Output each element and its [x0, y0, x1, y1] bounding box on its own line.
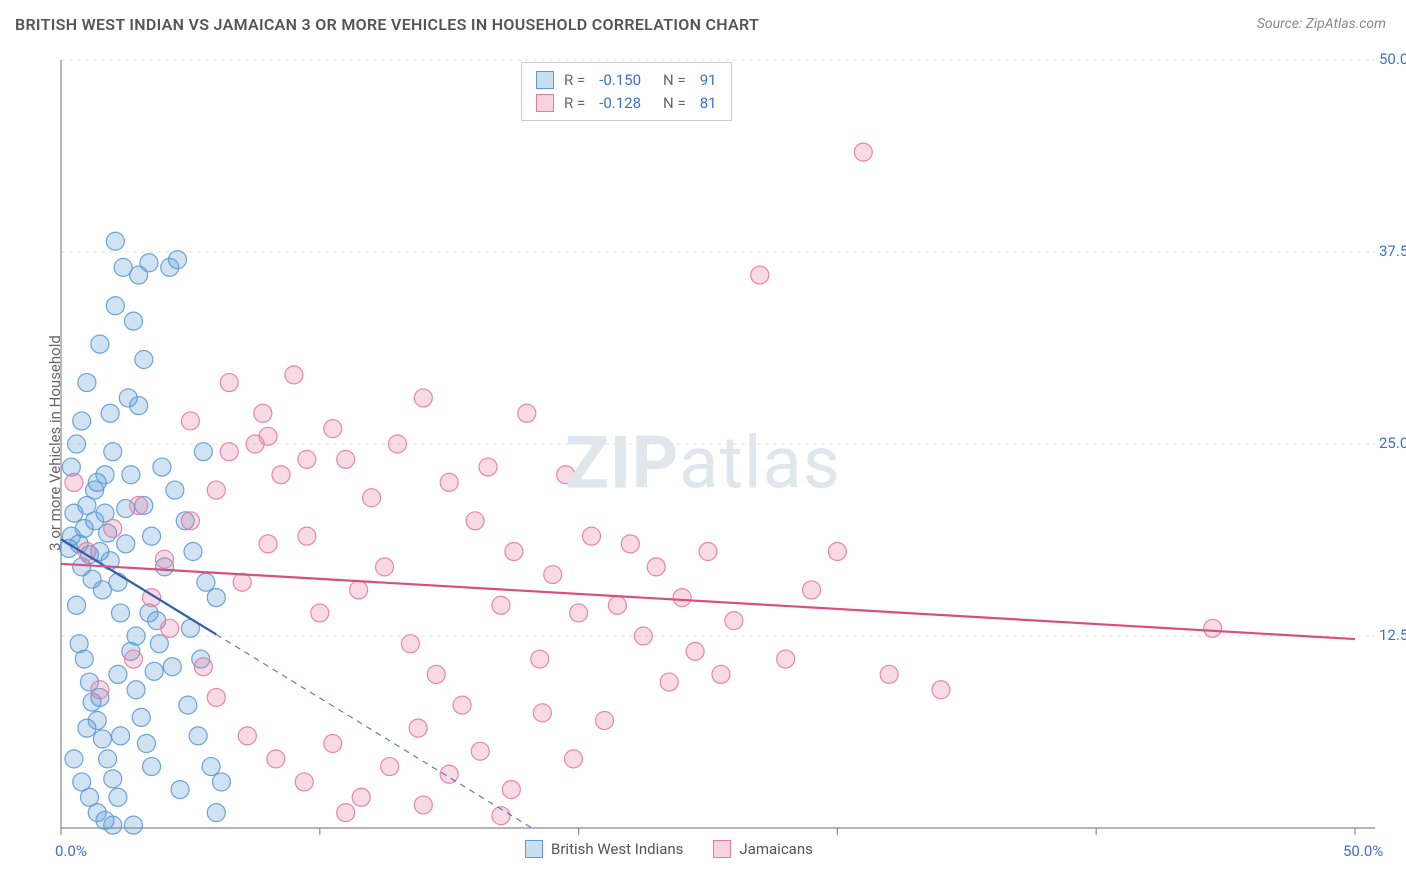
series-swatch: [536, 94, 554, 112]
y-tick-label: 25.0%: [1379, 434, 1406, 452]
chart-title: BRITISH WEST INDIAN VS JAMAICAN 3 OR MOR…: [15, 15, 759, 34]
series-swatch: [713, 840, 731, 858]
legend-item: British West Indians: [525, 840, 683, 858]
source-attribution: Source: ZipAtlas.com: [1257, 16, 1386, 32]
source-prefix: Source:: [1257, 16, 1306, 32]
n-label: N =: [663, 69, 686, 92]
r-label: R =: [564, 69, 585, 92]
series-swatch: [536, 71, 554, 89]
y-tick-label: 50.0%: [1379, 50, 1406, 68]
correlation-stats-box: R = -0.150 N = 91 R = -0.128 N = 81: [521, 62, 732, 121]
r-label: R =: [564, 92, 585, 115]
y-tick-label: 12.5%: [1379, 626, 1406, 644]
n-value: 91: [700, 69, 717, 92]
legend: British West Indians Jamaicans: [525, 840, 813, 858]
series-swatch: [525, 840, 543, 858]
y-axis-label: 3 or more Vehicles in Household: [46, 313, 64, 573]
x-tick-label: 0.0%: [55, 842, 87, 860]
y-tick-label: 37.5%: [1379, 242, 1406, 260]
stats-row: R = -0.128 N = 81: [536, 92, 717, 115]
legend-label: British West Indians: [551, 840, 683, 858]
source-name: ZipAtlas.com: [1306, 16, 1386, 32]
legend-item: Jamaicans: [713, 840, 812, 858]
chart-header: BRITISH WEST INDIAN VS JAMAICAN 3 OR MOR…: [0, 0, 1406, 48]
scatter-chart: [15, 48, 1391, 877]
legend-label: Jamaicans: [739, 840, 812, 858]
r-value: -0.150: [599, 69, 641, 92]
r-value: -0.128: [599, 92, 641, 115]
chart-container: ZIPatlas R =-0.150N =91R =-0.128N =81 Br…: [15, 48, 1391, 877]
n-value: 81: [700, 92, 717, 115]
stats-row: R = -0.150 N = 91: [536, 69, 717, 92]
n-label: N =: [663, 92, 686, 115]
x-tick-label: 50.0%: [1343, 842, 1383, 860]
